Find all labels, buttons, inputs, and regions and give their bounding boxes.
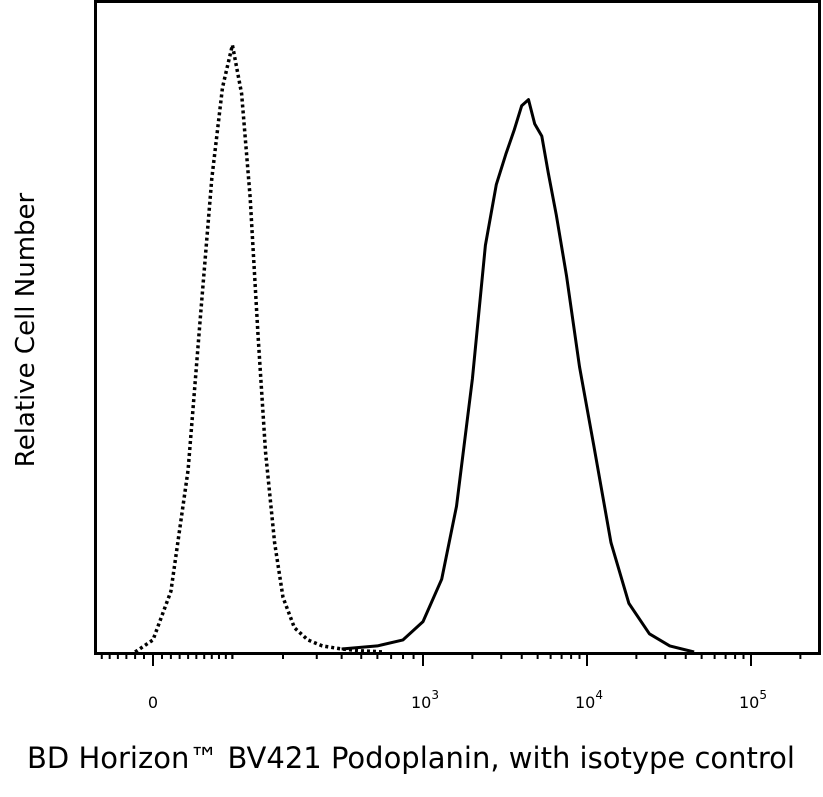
x-axis-ticks	[100, 652, 802, 666]
plot-frame	[94, 0, 821, 655]
x-tick-label: 104	[575, 688, 603, 712]
x-tick-label: 103	[411, 688, 439, 712]
x-tick-label: 105	[739, 688, 767, 712]
x-axis-tick-labels: 0 103 104 105	[148, 688, 767, 712]
isotype-control-curve	[134, 43, 385, 654]
y-axis-title: Relative Cell Number	[11, 192, 41, 467]
x-axis-title: BD Horizon™ BV421 Podoplanin, with isoty…	[27, 741, 795, 775]
histogram-series	[134, 43, 695, 654]
x-tick-label: 0	[148, 693, 158, 712]
podoplanin-curve	[341, 98, 695, 654]
